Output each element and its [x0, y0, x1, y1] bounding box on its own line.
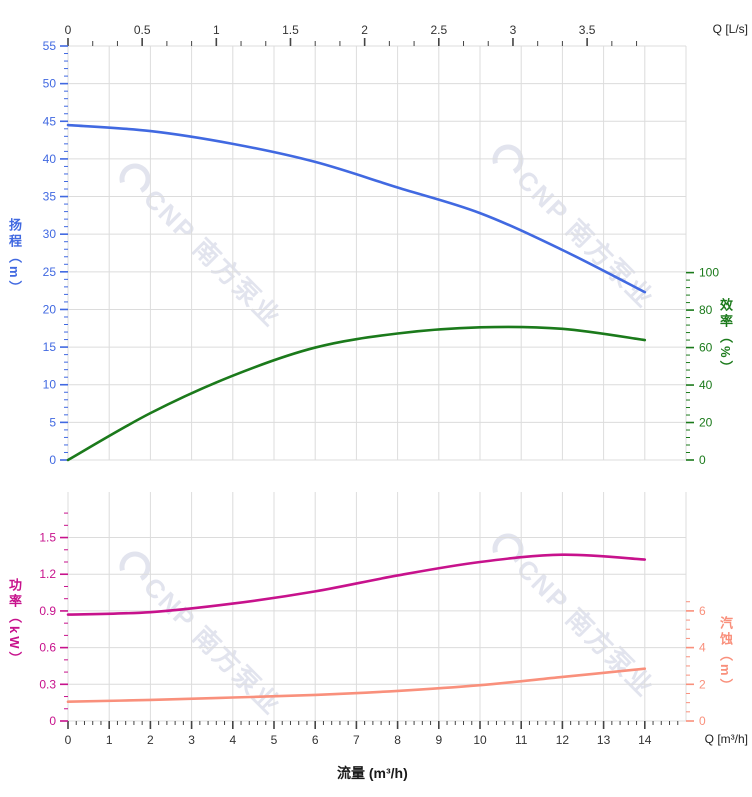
svg-text:40: 40 [699, 378, 713, 392]
svg-text:7: 7 [353, 733, 360, 747]
svg-text:60: 60 [699, 341, 713, 355]
head-axis-title: 扬程（m） [7, 218, 22, 297]
svg-text:80: 80 [699, 303, 713, 317]
svg-text:9: 9 [435, 733, 442, 747]
npsh-curve [66, 667, 647, 704]
svg-text:15: 15 [43, 340, 57, 354]
watermark: CNP 南方泵业 [119, 551, 288, 721]
svg-text:2.5: 2.5 [430, 23, 447, 37]
svg-text:1.2: 1.2 [39, 567, 56, 581]
svg-text:3.5: 3.5 [579, 23, 596, 37]
cnp-logo-icon [119, 551, 151, 583]
curves [66, 123, 647, 704]
svg-text:0: 0 [49, 453, 56, 467]
svg-text:0.6: 0.6 [39, 641, 56, 655]
svg-text:35: 35 [43, 190, 57, 204]
efficiency-axis: 100 80 60 40 20 0 [686, 266, 719, 467]
svg-text:50: 50 [43, 77, 57, 91]
npsh-axis: 6 4 2 0 [686, 601, 706, 728]
svg-text:30: 30 [43, 227, 57, 241]
svg-text:5: 5 [49, 415, 56, 429]
efficiency-axis-title: 效率（%） [718, 298, 733, 377]
svg-text:0: 0 [65, 23, 72, 37]
svg-text:1.5: 1.5 [39, 531, 56, 545]
svg-text:2: 2 [699, 677, 706, 691]
power-curve [66, 553, 647, 616]
svg-text:0.3: 0.3 [39, 677, 56, 691]
svg-text:100: 100 [699, 266, 719, 280]
power-axis: 1.5 1.2 0.9 0.6 0.3 0 [39, 512, 68, 728]
svg-text:0: 0 [49, 714, 56, 728]
svg-text:8: 8 [394, 733, 401, 747]
svg-text:4: 4 [699, 641, 706, 655]
bottom-axis: 0 1 2 3 4 5 6 7 8 9 10 11 12 13 14 [65, 721, 679, 747]
svg-text:0: 0 [699, 453, 706, 467]
svg-text:10: 10 [43, 378, 57, 392]
svg-text:5: 5 [271, 733, 278, 747]
svg-text:12: 12 [556, 733, 570, 747]
cnp-logo-icon [492, 144, 524, 176]
svg-text:1: 1 [106, 733, 113, 747]
svg-text:1.5: 1.5 [282, 23, 299, 37]
svg-text:0: 0 [699, 714, 706, 728]
bottom-axis-unit-label: Q [m³/h] [704, 732, 748, 746]
svg-text:3: 3 [188, 733, 195, 747]
svg-text:14: 14 [638, 733, 652, 747]
svg-text:13: 13 [597, 733, 611, 747]
head-curve [66, 123, 647, 294]
gridlines [67, 45, 687, 722]
svg-text:2: 2 [361, 23, 368, 37]
svg-text:11: 11 [515, 733, 528, 747]
top-axis: 0 0.5 1 1.5 2 2.5 3 3.5 [65, 23, 638, 46]
svg-text:4: 4 [229, 733, 236, 747]
svg-text:0: 0 [65, 733, 72, 747]
svg-text:3: 3 [510, 23, 517, 37]
flow-axis-title: 流量 (m³/h) [337, 765, 408, 781]
efficiency-curve [66, 325, 647, 462]
svg-text:55: 55 [43, 39, 57, 53]
svg-text:20: 20 [699, 416, 713, 430]
svg-text:45: 45 [43, 114, 57, 128]
svg-text:0.9: 0.9 [39, 604, 56, 618]
svg-text:10: 10 [473, 733, 487, 747]
svg-text:CNP 南方泵业: CNP 南方泵业 [511, 164, 661, 314]
top-axis-unit-label: Q [L/s] [712, 22, 748, 36]
power-axis-title: 功率（kW） [7, 578, 22, 668]
svg-text:CNP 南方泵业: CNP 南方泵业 [138, 183, 288, 333]
cnp-logo-icon [119, 163, 151, 195]
svg-text:6: 6 [699, 604, 706, 618]
svg-text:0.5: 0.5 [134, 23, 151, 37]
svg-text:25: 25 [43, 265, 57, 279]
svg-text:6: 6 [312, 733, 319, 747]
svg-text:20: 20 [43, 302, 57, 316]
svg-text:40: 40 [43, 152, 57, 166]
svg-text:1: 1 [213, 23, 220, 37]
svg-text:2: 2 [147, 733, 154, 747]
watermark: CNP 南方泵业 [119, 163, 288, 333]
npsh-axis-title: 汽蚀（m） [718, 616, 733, 695]
